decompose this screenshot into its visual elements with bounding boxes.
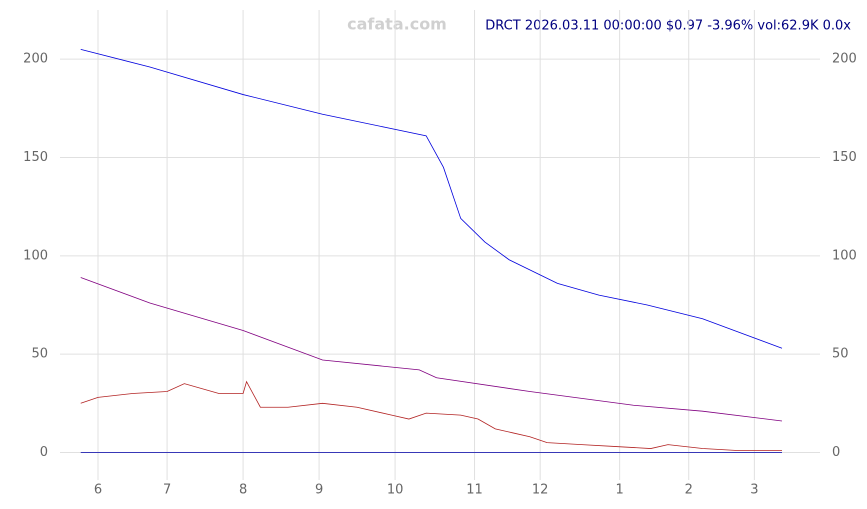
y-tick-label: 150 (23, 150, 48, 165)
x-tick-label: 8 (239, 483, 247, 498)
x-tick-label: 10 (387, 483, 404, 498)
y-tick-label: 50 (31, 347, 48, 362)
y-tick-label: 100 (23, 248, 48, 263)
y2-tick-label: 0 (832, 445, 840, 460)
x-tick-label: 2 (685, 483, 693, 498)
y-tick-label: 0 (40, 445, 48, 460)
x-tick-label: 1 (615, 483, 623, 498)
y2-tick-label: 100 (832, 248, 857, 263)
y2-tick-label: 50 (832, 347, 849, 362)
y2-tick-label: 200 (832, 52, 857, 67)
series-line (80, 380, 782, 451)
x-tick-label: 11 (466, 483, 483, 498)
series-line (80, 277, 783, 422)
x-tick-label: 3 (750, 483, 758, 498)
series-line (80, 48, 783, 349)
chart-title: DRCT 2026.03.11 00:00:00 $0.97 -3.96% vo… (485, 19, 851, 34)
y-tick-label: 200 (23, 52, 48, 67)
x-tick-label: 9 (315, 483, 323, 498)
watermark: cafata.com (347, 15, 447, 34)
y2-tick-label: 150 (832, 150, 857, 165)
x-tick-label: 7 (163, 483, 171, 498)
x-tick-label: 6 (94, 483, 102, 498)
x-tick-label: 12 (532, 483, 549, 498)
